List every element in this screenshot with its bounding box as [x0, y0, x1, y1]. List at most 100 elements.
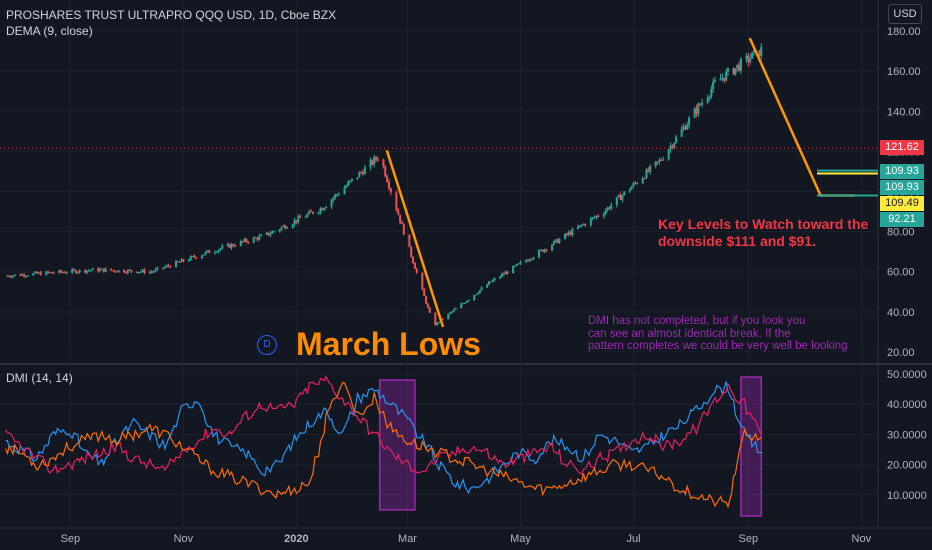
candle-body: [530, 259, 533, 261]
candle-body: [706, 97, 709, 103]
candle-body: [252, 237, 255, 243]
candle-body: [206, 250, 209, 252]
price-tick-label: 80.00: [887, 227, 915, 239]
candle-body: [723, 77, 726, 81]
candle-body: [60, 270, 63, 273]
candle-body: [413, 262, 416, 269]
candle-body: [662, 159, 665, 161]
candle-body: [636, 182, 639, 184]
candle-body: [400, 222, 403, 224]
pattern-line-2: [748, 37, 822, 197]
candle-body: [126, 269, 129, 273]
candle-body: [284, 225, 287, 229]
candle-body: [688, 117, 691, 125]
candle-body: [425, 295, 428, 304]
candle-body: [584, 223, 587, 226]
candle-body: [187, 260, 190, 262]
candle-body: [736, 64, 739, 69]
candle-body: [136, 271, 139, 273]
candle-body: [226, 244, 229, 246]
price-tick-label: 60.00: [887, 267, 915, 279]
time-tick-label: Nov: [852, 533, 872, 545]
candle-body: [278, 229, 281, 232]
candle-body: [606, 207, 609, 211]
candle-body: [174, 261, 177, 268]
candle-body: [143, 269, 146, 274]
candle-body: [50, 272, 53, 274]
candle-body: [658, 159, 661, 162]
candle-body: [563, 233, 566, 240]
candle-body: [308, 211, 311, 214]
dmi-tick-label: 40.0000: [887, 399, 927, 411]
candle-body: [656, 161, 659, 163]
price-tick-label: 20.00: [887, 347, 915, 359]
candle-body: [130, 270, 133, 272]
d-logo-icon[interactable]: D: [257, 335, 277, 355]
candle-body: [632, 182, 635, 187]
candle-body: [389, 188, 392, 193]
candle-body: [286, 227, 289, 229]
candle-body: [34, 271, 37, 274]
candle-body: [545, 249, 548, 251]
candle-body: [273, 231, 276, 233]
candle-body: [282, 225, 285, 228]
candle-body: [193, 255, 196, 258]
candle-body: [441, 319, 444, 321]
candle-body: [745, 55, 748, 59]
candle-body: [111, 270, 114, 272]
candle-body: [697, 103, 700, 114]
candle-body: [113, 270, 116, 272]
candle-body: [506, 271, 509, 274]
dmi-note-line-2: can see an almost identical break. If th…: [588, 327, 791, 340]
candle-body: [45, 271, 48, 276]
candle-body: [710, 89, 713, 97]
candle-body: [58, 270, 61, 273]
candle-body: [84, 269, 87, 273]
candle-body: [387, 181, 390, 189]
candle-body: [243, 239, 246, 242]
candle-body: [610, 205, 613, 209]
candle-body: [462, 303, 465, 305]
candle-body: [74, 270, 77, 274]
candle-body: [721, 77, 724, 79]
candle-body: [410, 246, 413, 257]
candle-body: [321, 208, 324, 211]
candle-body: [334, 194, 337, 198]
candle-body: [337, 194, 340, 196]
candle-body: [49, 272, 52, 274]
candle-body: [447, 313, 450, 320]
dmi-line-di: [5, 381, 762, 495]
candle-body: [554, 239, 557, 242]
candle-body: [363, 167, 366, 175]
dema-legend: DEMA (9, close): [6, 24, 93, 38]
candle-body: [684, 126, 687, 130]
candle-body: [306, 213, 309, 217]
candle-body: [239, 241, 242, 246]
candle-body: [208, 250, 211, 254]
candle-body: [480, 287, 483, 291]
price-badge-level3: 109.49: [880, 196, 924, 211]
candle-body: [608, 207, 611, 209]
candle-body: [232, 244, 235, 246]
candle-body: [32, 273, 35, 276]
candle-body: [504, 271, 507, 275]
candle-body: [37, 272, 40, 274]
candle-body: [245, 239, 248, 242]
candle-body: [265, 232, 268, 235]
candle-body: [350, 178, 353, 181]
candle-body: [630, 186, 633, 190]
price-badge-current: 121.62: [880, 140, 924, 155]
candle-body: [454, 308, 457, 310]
candle-body: [675, 136, 678, 143]
currency-button[interactable]: USD: [888, 4, 922, 24]
dmi-note-line-1: DMI has not completed, but if you look y…: [588, 315, 806, 327]
march-lows-label: March Lows: [296, 326, 481, 362]
candle-body: [89, 270, 92, 272]
candle-body: [293, 220, 296, 225]
candle-body: [91, 268, 94, 271]
candle-body: [682, 126, 685, 130]
candle-body: [156, 267, 159, 270]
candle-body: [254, 237, 257, 239]
candle-body: [558, 239, 561, 243]
